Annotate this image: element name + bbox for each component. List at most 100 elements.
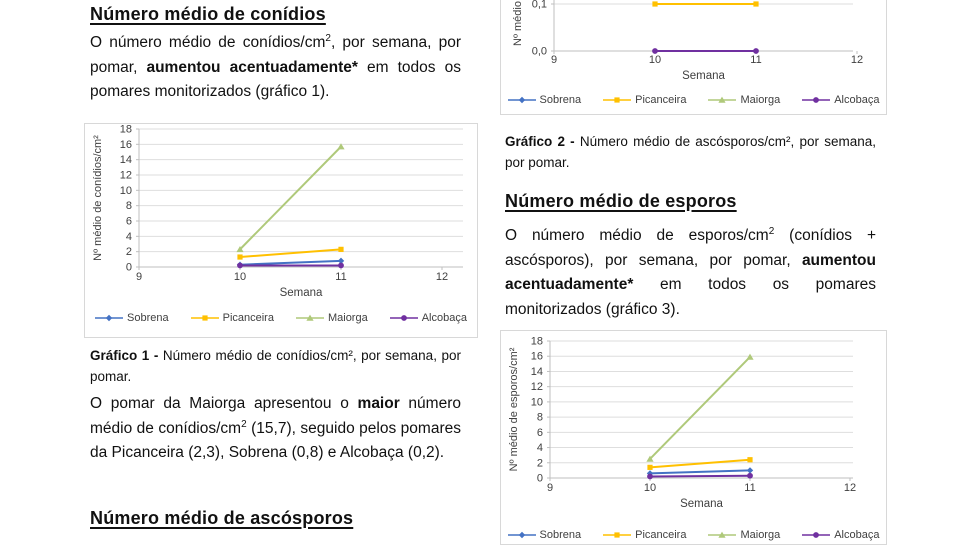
svg-text:0,0: 0,0 bbox=[532, 46, 547, 58]
paragraph-conidios-bold: aumentou acentuadamente* bbox=[146, 58, 358, 76]
legend-marker-triangle-icon bbox=[708, 96, 737, 103]
svg-text:2: 2 bbox=[126, 246, 132, 258]
svg-text:10: 10 bbox=[644, 482, 656, 494]
legend-label: Sobrena bbox=[127, 312, 169, 324]
svg-text:0,1: 0,1 bbox=[532, 0, 547, 11]
svg-text:12: 12 bbox=[851, 54, 863, 66]
paragraph-maiorga-text: (15,7), seguido pelos pomares da Picance… bbox=[90, 419, 461, 462]
legend-item: Picanceira bbox=[190, 312, 274, 324]
paragraph-esporos-text: O número médio de esporos/cm bbox=[505, 227, 769, 244]
svg-text:Semana: Semana bbox=[680, 498, 723, 510]
superscript-2: 2 bbox=[241, 418, 247, 430]
legend-marker-triangle-icon bbox=[708, 531, 737, 538]
legend-marker-square-icon bbox=[603, 97, 632, 103]
heading-numero-medio-conidios: Número médio de conídios bbox=[90, 4, 326, 24]
svg-text:18: 18 bbox=[531, 336, 543, 348]
legend-item: Alcobaça bbox=[389, 312, 467, 324]
legend-item: Maiorga bbox=[295, 312, 368, 324]
svg-text:2: 2 bbox=[537, 457, 543, 469]
heading-numero-medio-ascosporos: Número médio de ascósporos bbox=[90, 508, 354, 528]
svg-text:4: 4 bbox=[537, 442, 543, 454]
svg-text:9: 9 bbox=[547, 482, 553, 494]
svg-text:12: 12 bbox=[120, 170, 132, 182]
legend-marker-triangle-icon bbox=[295, 314, 324, 321]
grafico-2-line-chart-cropped: 0,0 0,1 9 10 11 12 Semana Nº médio de ascósporo… bbox=[500, 0, 887, 115]
superscript-2: 2 bbox=[768, 225, 775, 237]
legend-item: Maiorga bbox=[708, 529, 780, 541]
legend-marker-square-icon bbox=[190, 315, 219, 321]
svg-text:6: 6 bbox=[126, 216, 132, 228]
paragraph-conidios-text: O número médio de conídios/cm bbox=[90, 34, 326, 51]
svg-text:Semana: Semana bbox=[682, 70, 725, 82]
caption-grafico-2-label: Gráfico 2 - bbox=[505, 134, 580, 149]
legend-marker-circle-icon bbox=[389, 315, 418, 321]
svg-text:14: 14 bbox=[531, 366, 543, 378]
legend-label: Picanceira bbox=[635, 94, 687, 106]
legend-marker-diamond-icon bbox=[95, 314, 124, 322]
svg-text:11: 11 bbox=[750, 54, 761, 66]
svg-text:10: 10 bbox=[531, 396, 543, 408]
legend-label: Picanceira bbox=[635, 529, 687, 541]
svg-text:Nº médio de conídios/cm²: Nº médio de conídios/cm² bbox=[92, 135, 104, 261]
svg-text:Nº médio de ascósporos/cm²: Nº médio de ascósporos/cm² bbox=[512, 0, 524, 46]
svg-text:18: 18 bbox=[120, 124, 132, 136]
svg-text:16: 16 bbox=[531, 351, 543, 363]
legend-item: Sobrena bbox=[507, 529, 582, 541]
legend-marker-diamond-icon bbox=[507, 96, 536, 104]
chart2-legend: Sobrena Picanceira Maiorga Alcobaça bbox=[501, 94, 886, 106]
legend-label: Sobrena bbox=[539, 94, 582, 106]
legend-item: Maiorga bbox=[708, 94, 780, 106]
paragraph-maiorga-text: número médio de conídios/cm bbox=[90, 395, 461, 437]
legend-marker-circle-icon bbox=[802, 532, 831, 538]
paragraph-conidios-text: em todos os pomares monitorizados (gráfi… bbox=[90, 58, 461, 101]
superscript-2: 2 bbox=[325, 32, 331, 44]
caption-grafico-1-label: Gráfico 1 - bbox=[90, 348, 163, 363]
svg-text:0: 0 bbox=[537, 473, 543, 485]
legend-item: Picanceira bbox=[603, 529, 686, 541]
paragraph-esporos-text: em todos os pomares monitorizados (gráfi… bbox=[505, 276, 876, 318]
paragraph-esporos-bold: aumentou acentuadamente* bbox=[505, 251, 876, 294]
grafico-3-line-chart: 0 2 4 6 8 10 12 14 16 18 9 10 11 12 Semana Nº médio de … bbox=[500, 330, 887, 545]
caption-grafico-1: Gráfico 1 - Número médio de conídios/cm²… bbox=[90, 345, 461, 387]
svg-text:0: 0 bbox=[126, 262, 132, 274]
svg-text:Semana: Semana bbox=[280, 287, 323, 299]
svg-text:4: 4 bbox=[126, 231, 132, 243]
legend-item: Picanceira bbox=[603, 94, 686, 106]
svg-text:6: 6 bbox=[537, 427, 543, 439]
caption-grafico-1-text: Número médio de conídios/cm², por semana… bbox=[90, 348, 461, 384]
legend-item: Sobrena bbox=[507, 94, 582, 106]
legend-label: Maiorga bbox=[740, 529, 781, 541]
legend-label: Sobrena bbox=[539, 529, 582, 541]
chart1-legend: Sobrena Picanceira Maiorga Alcobaça bbox=[85, 312, 477, 324]
svg-text:14: 14 bbox=[120, 154, 132, 166]
svg-text:Nº médio de esporos/cm²: Nº médio de esporos/cm² bbox=[508, 347, 520, 471]
chart3-legend: Sobrena Picanceira Maiorga Alcobaça bbox=[501, 529, 886, 541]
grafico-1-line-chart: 0 2 4 6 8 10 12 14 16 18 9 10 11 12 Semana Nº médio de … bbox=[84, 123, 478, 338]
svg-text:10: 10 bbox=[234, 271, 246, 283]
legend-label: Maiorga bbox=[740, 94, 781, 106]
legend-label: Alcobaça bbox=[834, 529, 880, 541]
caption-grafico-2-text: Número médio de ascósporos/cm², por sema… bbox=[505, 134, 876, 170]
legend-marker-diamond-icon bbox=[507, 531, 536, 539]
heading-numero-medio-esporos: Número médio de esporos bbox=[505, 191, 737, 211]
svg-text:12: 12 bbox=[531, 381, 543, 393]
svg-text:16: 16 bbox=[120, 139, 132, 151]
svg-text:12: 12 bbox=[844, 482, 856, 494]
legend-item: Alcobaça bbox=[802, 94, 879, 106]
svg-text:10: 10 bbox=[649, 54, 661, 66]
svg-text:11: 11 bbox=[335, 271, 346, 283]
caption-grafico-2: Gráfico 2 - Número médio de ascósporos/c… bbox=[505, 131, 876, 173]
paragraph-esporos: O número médio de esporos/cm2 (conídios … bbox=[505, 224, 876, 322]
svg-text:8: 8 bbox=[126, 200, 132, 212]
legend-item: Sobrena bbox=[95, 312, 169, 324]
svg-text:8: 8 bbox=[537, 412, 543, 424]
chart1-svg: 0 2 4 6 8 10 12 14 16 18 9 10 11 12 Semana Nº médio de … bbox=[92, 124, 463, 299]
svg-text:9: 9 bbox=[136, 271, 142, 283]
legend-label: Picanceira bbox=[222, 312, 274, 324]
legend-label: Maiorga bbox=[327, 312, 368, 324]
legend-item: Alcobaça bbox=[802, 529, 879, 541]
chart3-svg: 0 2 4 6 8 10 12 14 16 18 9 10 11 12 Semana Nº médio de … bbox=[508, 336, 856, 511]
svg-text:10: 10 bbox=[120, 185, 132, 197]
paragraph-esporos-text: (conídios + ascósporos), por semana, por… bbox=[505, 227, 876, 269]
